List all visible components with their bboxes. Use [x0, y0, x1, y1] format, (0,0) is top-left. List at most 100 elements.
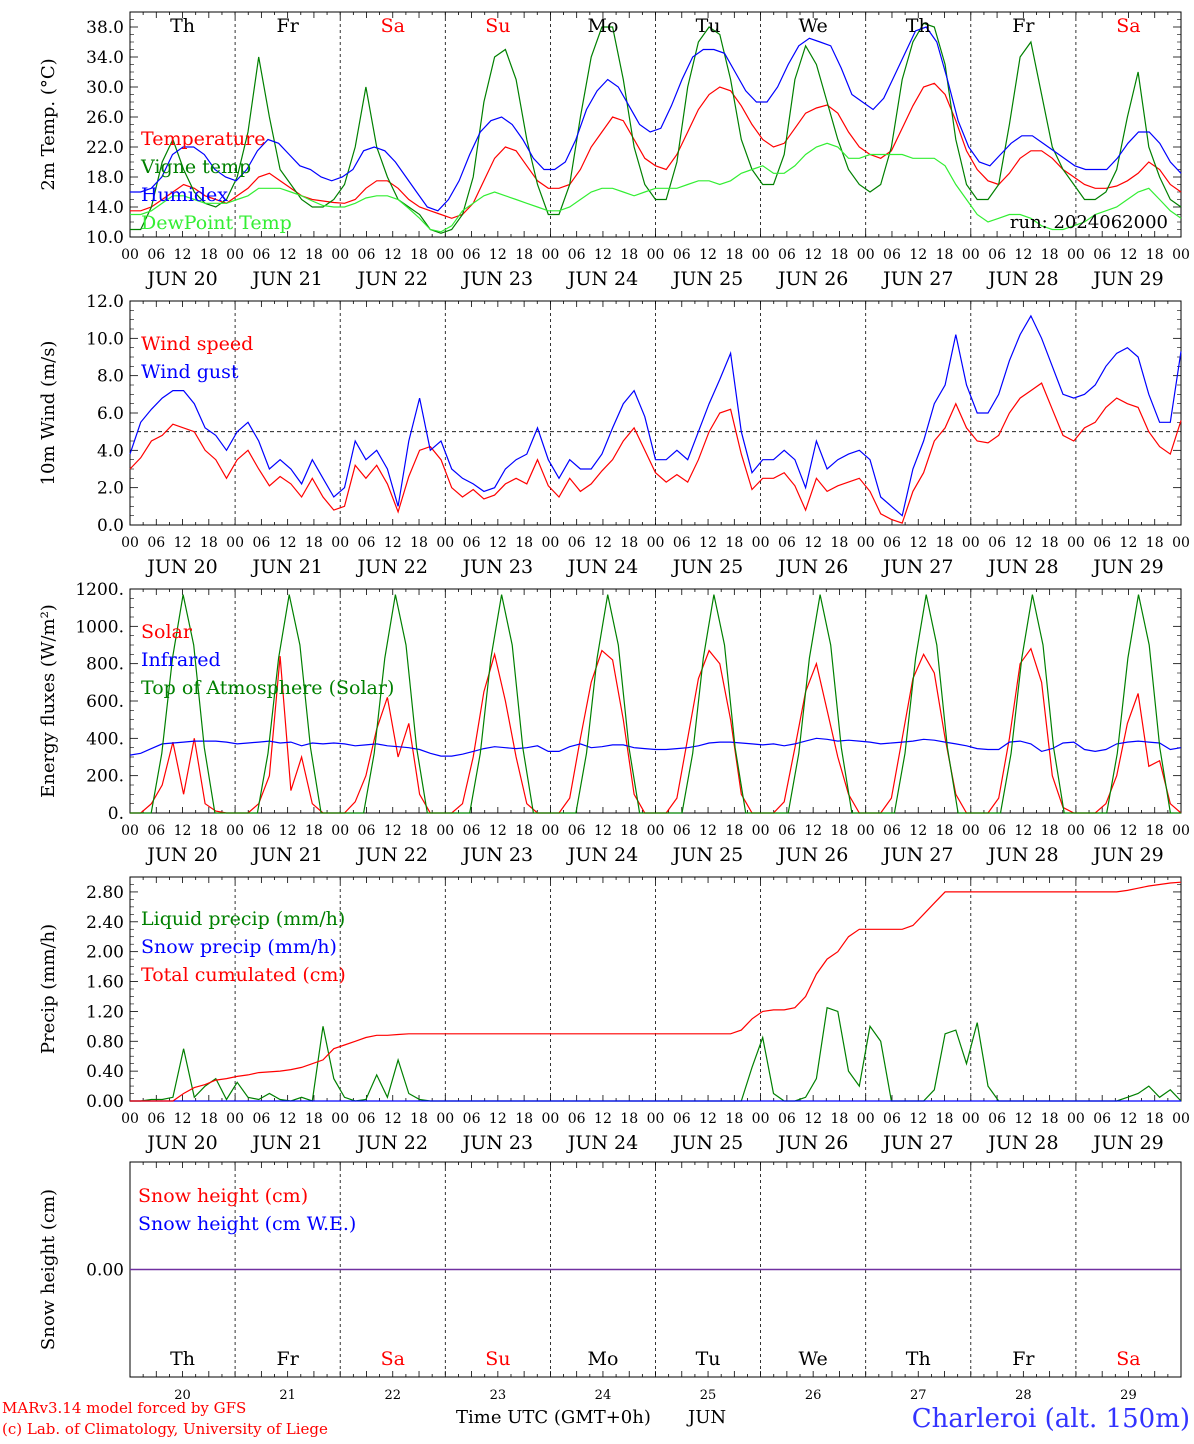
hour-label: 18: [831, 1111, 849, 1127]
day-number: 20: [174, 1388, 191, 1403]
day-number: 21: [279, 1388, 296, 1403]
date-label: JUN 27: [881, 268, 953, 290]
hour-label: 06: [147, 247, 165, 263]
y-tick-label: 0.0: [97, 516, 124, 536]
hour-label: 00: [962, 535, 980, 551]
y-tick-label: 8.0: [97, 367, 124, 387]
hour-label: 12: [384, 823, 402, 839]
hour-label: 12: [1014, 535, 1032, 551]
y-axis-label: Snow height (cm): [38, 1189, 59, 1350]
hour-label: 18: [515, 823, 533, 839]
hour-label: 18: [515, 1111, 533, 1127]
hour-label: 18: [831, 823, 849, 839]
date-label: JUN 22: [356, 1132, 428, 1154]
date-label: JUN 27: [881, 844, 953, 866]
y-tick-label: 800.: [86, 655, 124, 675]
hour-label: 06: [673, 247, 691, 263]
date-label: JUN 29: [1091, 1132, 1163, 1154]
y-tick-label: 1.20: [86, 1002, 124, 1022]
hour-label: 18: [515, 247, 533, 263]
credit-line: MARv3.14 model forced by GFS: [2, 1399, 246, 1417]
date-label: JUN 29: [1091, 268, 1163, 290]
hour-label: 12: [909, 1111, 927, 1127]
date-label: JUN 25: [671, 1132, 743, 1154]
hour-label: 00: [752, 535, 770, 551]
hour-label: 06: [568, 823, 586, 839]
hour-label: 18: [515, 535, 533, 551]
hour-label: 12: [909, 823, 927, 839]
date-label: JUN 20: [145, 268, 217, 290]
hour-label: 18: [200, 247, 218, 263]
date-label: JUN 20: [145, 1132, 217, 1154]
hour-label: 00: [541, 535, 559, 551]
hour-label: 06: [883, 823, 901, 839]
hour-label: 06: [673, 823, 691, 839]
date-label: JUN 28: [986, 556, 1058, 578]
hour-label: 00: [752, 823, 770, 839]
hour-label: 18: [620, 1111, 638, 1127]
weekday-label: Sa: [1116, 1348, 1140, 1370]
hour-label: 12: [279, 247, 297, 263]
hour-label: 18: [1146, 1111, 1164, 1127]
hour-label: 12: [279, 535, 297, 551]
date-label: JUN 22: [356, 844, 428, 866]
hour-label: 00: [121, 247, 139, 263]
date-label: JUN 28: [986, 268, 1058, 290]
y-tick-label: 10.0: [86, 228, 124, 248]
series-line-vigne-temp: [130, 22, 1182, 234]
day-number: 25: [700, 1388, 717, 1403]
y-tick-label: 18.0: [86, 168, 124, 188]
y-tick-label: 2.80: [86, 883, 124, 903]
weekday-label: Su: [485, 1348, 510, 1370]
hour-label: 06: [988, 247, 1006, 263]
day-number: 26: [805, 1388, 822, 1403]
hour-label: 12: [594, 823, 612, 839]
hour-label: 00: [436, 535, 454, 551]
y-tick-label: 0.40: [86, 1062, 124, 1082]
hour-label: 00: [226, 535, 244, 551]
y-tick-label: 14.0: [86, 198, 124, 218]
legend-entry: Liquid precip (mm/h): [141, 908, 345, 930]
hour-label: 00: [541, 1111, 559, 1127]
hour-label: 12: [489, 247, 507, 263]
hour-label: 12: [174, 1111, 192, 1127]
hour-label: 06: [147, 1111, 165, 1127]
hour-label: 00: [647, 823, 665, 839]
hour-label: 12: [279, 1111, 297, 1127]
hour-label: 00: [752, 1111, 770, 1127]
day-number: 24: [595, 1388, 612, 1403]
hour-label: 18: [1041, 1111, 1059, 1127]
weekday-label: Th: [170, 15, 195, 37]
hour-label: 00: [436, 247, 454, 263]
hour-label: 06: [778, 247, 796, 263]
y-tick-label: 2.40: [86, 913, 124, 933]
panel-frame: [129, 11, 1182, 238]
y-tick-label: 30.0: [86, 78, 124, 98]
hour-label: 00: [436, 1111, 454, 1127]
day-number: 27: [910, 1388, 927, 1403]
hour-label: 12: [804, 535, 822, 551]
hour-label: 18: [936, 535, 954, 551]
hour-label: 06: [1093, 247, 1111, 263]
hour-label: 00: [331, 247, 349, 263]
date-label: JUN 20: [145, 556, 217, 578]
hour-label: 18: [410, 247, 428, 263]
hour-label: 06: [252, 247, 270, 263]
hour-label: 00: [1172, 1111, 1190, 1127]
hour-label: 18: [200, 823, 218, 839]
legend-entry: DewPoint Temp: [141, 212, 292, 234]
weekday-label: Fr: [1012, 1348, 1035, 1370]
day-number: 28: [1015, 1388, 1032, 1403]
date-label: JUN 24: [566, 844, 638, 866]
hour-label: 18: [1146, 535, 1164, 551]
date-label: JUN 26: [776, 268, 848, 290]
hour-label: 18: [725, 535, 743, 551]
date-label: JUN 23: [461, 268, 533, 290]
hour-label: 12: [489, 1111, 507, 1127]
weekday-label: Tu: [696, 1348, 721, 1370]
hour-label: 12: [699, 535, 717, 551]
month-label: JUN: [686, 1407, 726, 1428]
weekday-label: Mo: [587, 1348, 618, 1370]
legend-entry: Solar: [141, 621, 193, 643]
series-line-dewpoint-temp: [130, 142, 1182, 233]
